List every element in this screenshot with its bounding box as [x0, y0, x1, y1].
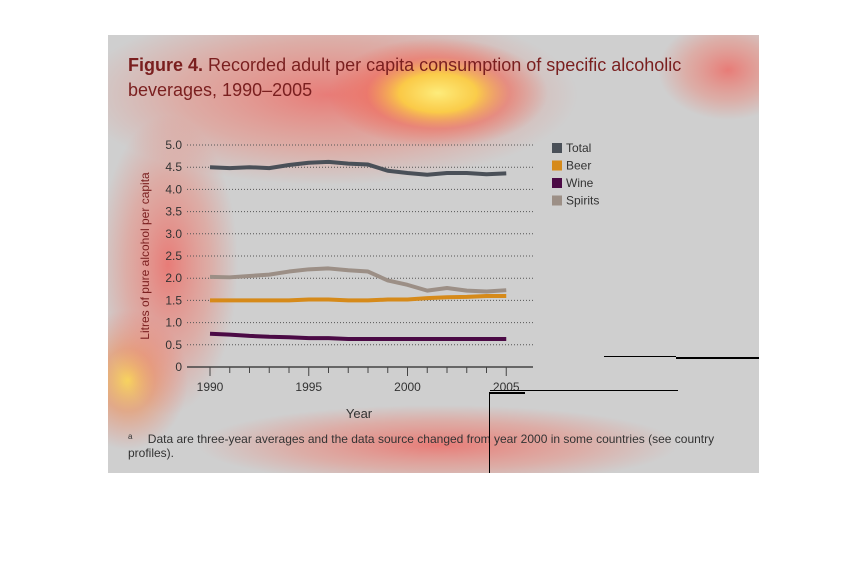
x-axis-label: Year — [346, 406, 373, 421]
legend-label-total: Total — [566, 141, 591, 155]
series-line-wine — [209, 331, 507, 342]
y-tick-label: 2.5 — [165, 249, 182, 263]
legend-swatch-wine — [552, 178, 562, 188]
x-tick-label: 1995 — [295, 380, 322, 394]
x-axis: 1990 1995 2000 2005 — [187, 366, 533, 394]
x-tick-label: 1990 — [197, 380, 224, 394]
legend-swatch-beer — [552, 160, 562, 171]
x-tick-label: 2000 — [394, 380, 421, 394]
y-tick-label: 0 — [175, 360, 182, 374]
legend-swatch-spirits — [552, 195, 562, 206]
figure-panel: Figure 4. Recorded adult per capita cons… — [108, 35, 759, 473]
attention-heatmap-overlay — [108, 35, 759, 473]
y-tick-label: 1.0 — [165, 316, 182, 330]
legend-label-wine: Wine — [566, 176, 594, 190]
series-line-total — [209, 159, 507, 177]
figure-title: Figure 4. Recorded adult per capita cons… — [128, 53, 688, 103]
footnote-text: Data are three-year averages and the dat… — [128, 432, 715, 460]
y-axis-ticks: 0 0.5 1.0 1.5 2.0 2.5 3.0 3.5 4.0 4.5 5.0 — [165, 138, 182, 374]
overlay-line — [489, 392, 490, 473]
y-tick-label: 0.5 — [165, 338, 182, 352]
figure-title-text: Recorded adult per capita consumption of… — [128, 55, 682, 100]
y-axis-label: Litres of pure alcohol per capita — [138, 172, 152, 340]
y-tick-label: 3.5 — [165, 205, 182, 219]
legend-swatch-total — [552, 143, 562, 153]
legend-label-spirits: Spirits — [566, 194, 599, 208]
footnote: a Data are three-year averages and the d… — [128, 432, 759, 460]
overlay-line — [490, 390, 678, 391]
y-tick-label: 4.5 — [165, 160, 182, 174]
y-tick-label: 5.0 — [165, 138, 182, 152]
y-tick-label: 4.0 — [165, 182, 182, 196]
series-line-spirits — [209, 266, 507, 294]
overlay-line — [676, 357, 759, 359]
y-tick-label: 2.0 — [165, 271, 182, 285]
figure-label: Figure 4. — [128, 55, 204, 75]
legend: Total Beer Wine Spirits — [552, 141, 599, 208]
line-chart: 0 0.5 1.0 1.5 2.0 2.5 3.0 3.5 4.0 4.5 5.0 1990 1995… — [138, 138, 599, 421]
y-tick-label: 3.0 — [165, 227, 182, 241]
y-tick-label: 1.5 — [165, 293, 182, 307]
series-lines — [209, 159, 507, 342]
legend-label-beer: Beer — [566, 159, 591, 173]
overlay-line — [489, 392, 525, 394]
overlay-line — [604, 356, 676, 357]
footnote-marker: a — [128, 432, 133, 441]
series-line-beer — [210, 293, 507, 303]
